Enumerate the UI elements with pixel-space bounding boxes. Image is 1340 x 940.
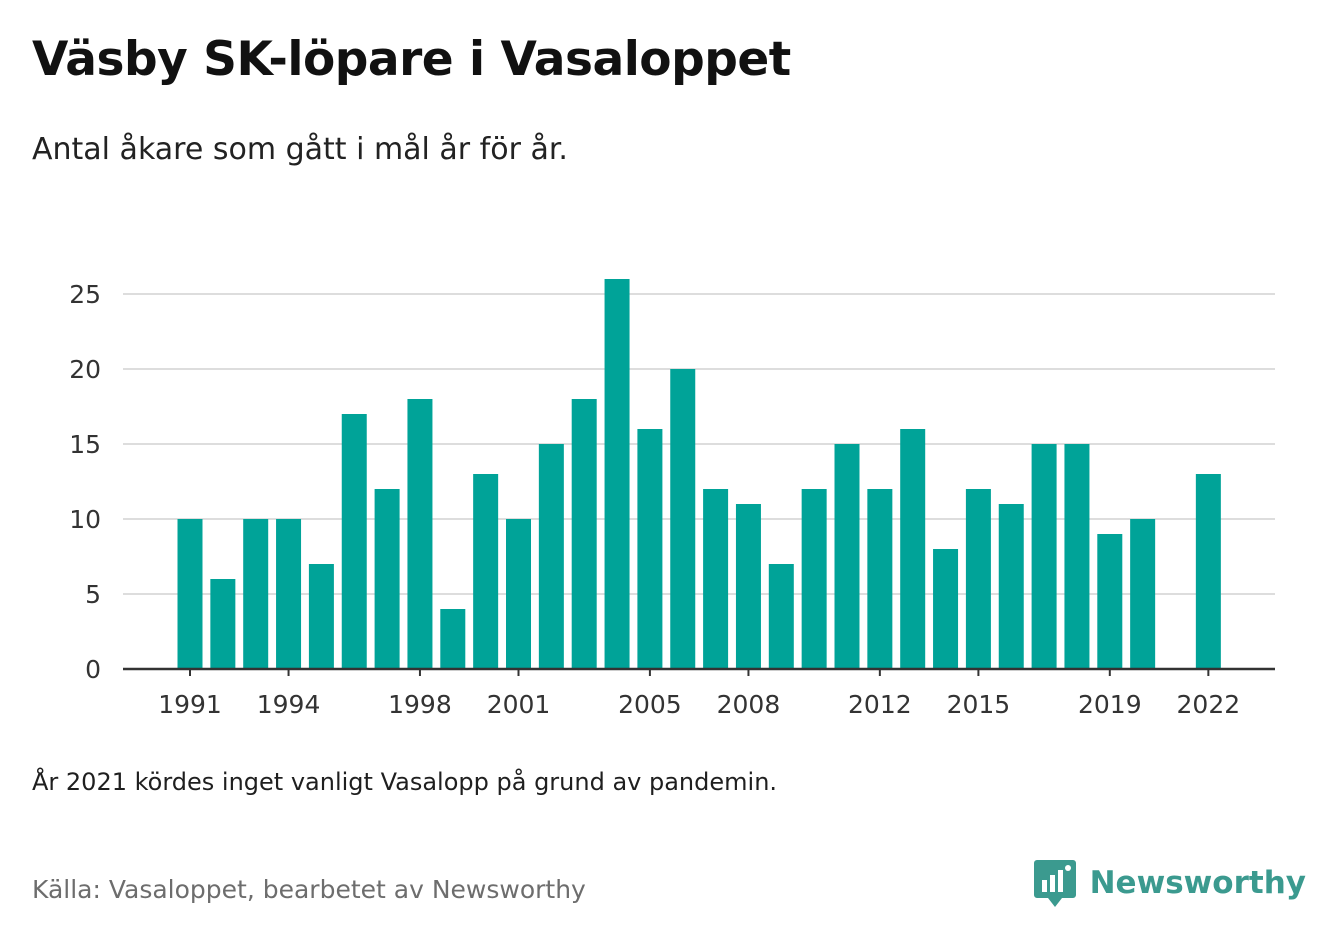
bar-1995 (308, 564, 334, 669)
y-tick-label: 10 (69, 505, 101, 534)
x-tick-label: 1998 (388, 690, 452, 719)
bar-2003 (571, 399, 597, 669)
bar-2016 (998, 504, 1024, 669)
bar-2001 (506, 519, 531, 669)
bar-2015 (965, 489, 991, 669)
brand-name: Newsworthy (1089, 865, 1306, 901)
bar-chart: 0 5 10 15 20 25 1991 1994 1998 2001 2005 2008 2012 20… (69, 279, 1275, 719)
bar-2018 (1064, 444, 1090, 669)
bar-1996 (341, 414, 367, 669)
y-tick-label: 5 (85, 580, 101, 609)
chart-subtitle: Antal åkare som gått i mål år för år. (32, 132, 568, 167)
x-tick-label: 2019 (1078, 690, 1142, 719)
bar-2013 (900, 429, 926, 669)
bar-1999 (440, 609, 466, 669)
bar-2022 (1195, 474, 1221, 669)
bar-2005 (637, 429, 663, 669)
bar-1993 (243, 519, 269, 669)
bar-1991 (177, 519, 203, 669)
y-tick-label: 20 (69, 355, 101, 384)
x-tick-label: 1991 (158, 690, 222, 719)
bar-2019 (1097, 534, 1123, 669)
bars (177, 279, 1221, 669)
bar-2014 (933, 549, 959, 669)
bar-1997 (374, 489, 400, 669)
chart-title: Väsby SK-löpare i Vasaloppet (32, 32, 791, 87)
y-tick-label: 15 (69, 430, 101, 459)
bar-1998 (407, 399, 433, 669)
bar-2008 (735, 504, 761, 669)
bar-2009 (768, 564, 794, 669)
chart-note: År 2021 kördes inget vanligt Vasalopp på… (32, 768, 778, 796)
bar-1992 (210, 579, 236, 669)
x-tick-label: 2015 (947, 690, 1011, 719)
bar-2000 (473, 474, 499, 669)
x-tick-label: 2012 (848, 690, 912, 719)
brand-logo: Newsworthy (1033, 858, 1306, 908)
bar-2010 (801, 489, 827, 669)
bar-2004 (604, 279, 630, 669)
axes: 0 5 10 15 20 25 1991 1994 1998 2001 2005 2008 2012 20… (69, 280, 1275, 719)
bar-2007 (703, 489, 729, 669)
bar-1994 (276, 519, 302, 669)
bar-2012 (867, 489, 893, 669)
x-tick-label: 1994 (257, 690, 321, 719)
bar-2020 (1130, 519, 1156, 669)
x-tick-label: 2022 (1177, 690, 1241, 719)
x-tick-label: 2001 (487, 690, 551, 719)
source-credit: Källa: Vasaloppet, bearbetet av Newswort… (32, 875, 586, 904)
bar-2011 (834, 444, 860, 669)
bar-2002 (538, 444, 564, 669)
newsworthy-logo-icon (1033, 860, 1076, 907)
bar-2017 (1031, 444, 1057, 669)
x-tick-label: 2008 (717, 690, 781, 719)
bar-2006 (670, 369, 696, 669)
x-tick-label: 2005 (618, 690, 682, 719)
y-tick-label: 0 (85, 655, 101, 684)
y-tick-label: 25 (69, 280, 101, 309)
